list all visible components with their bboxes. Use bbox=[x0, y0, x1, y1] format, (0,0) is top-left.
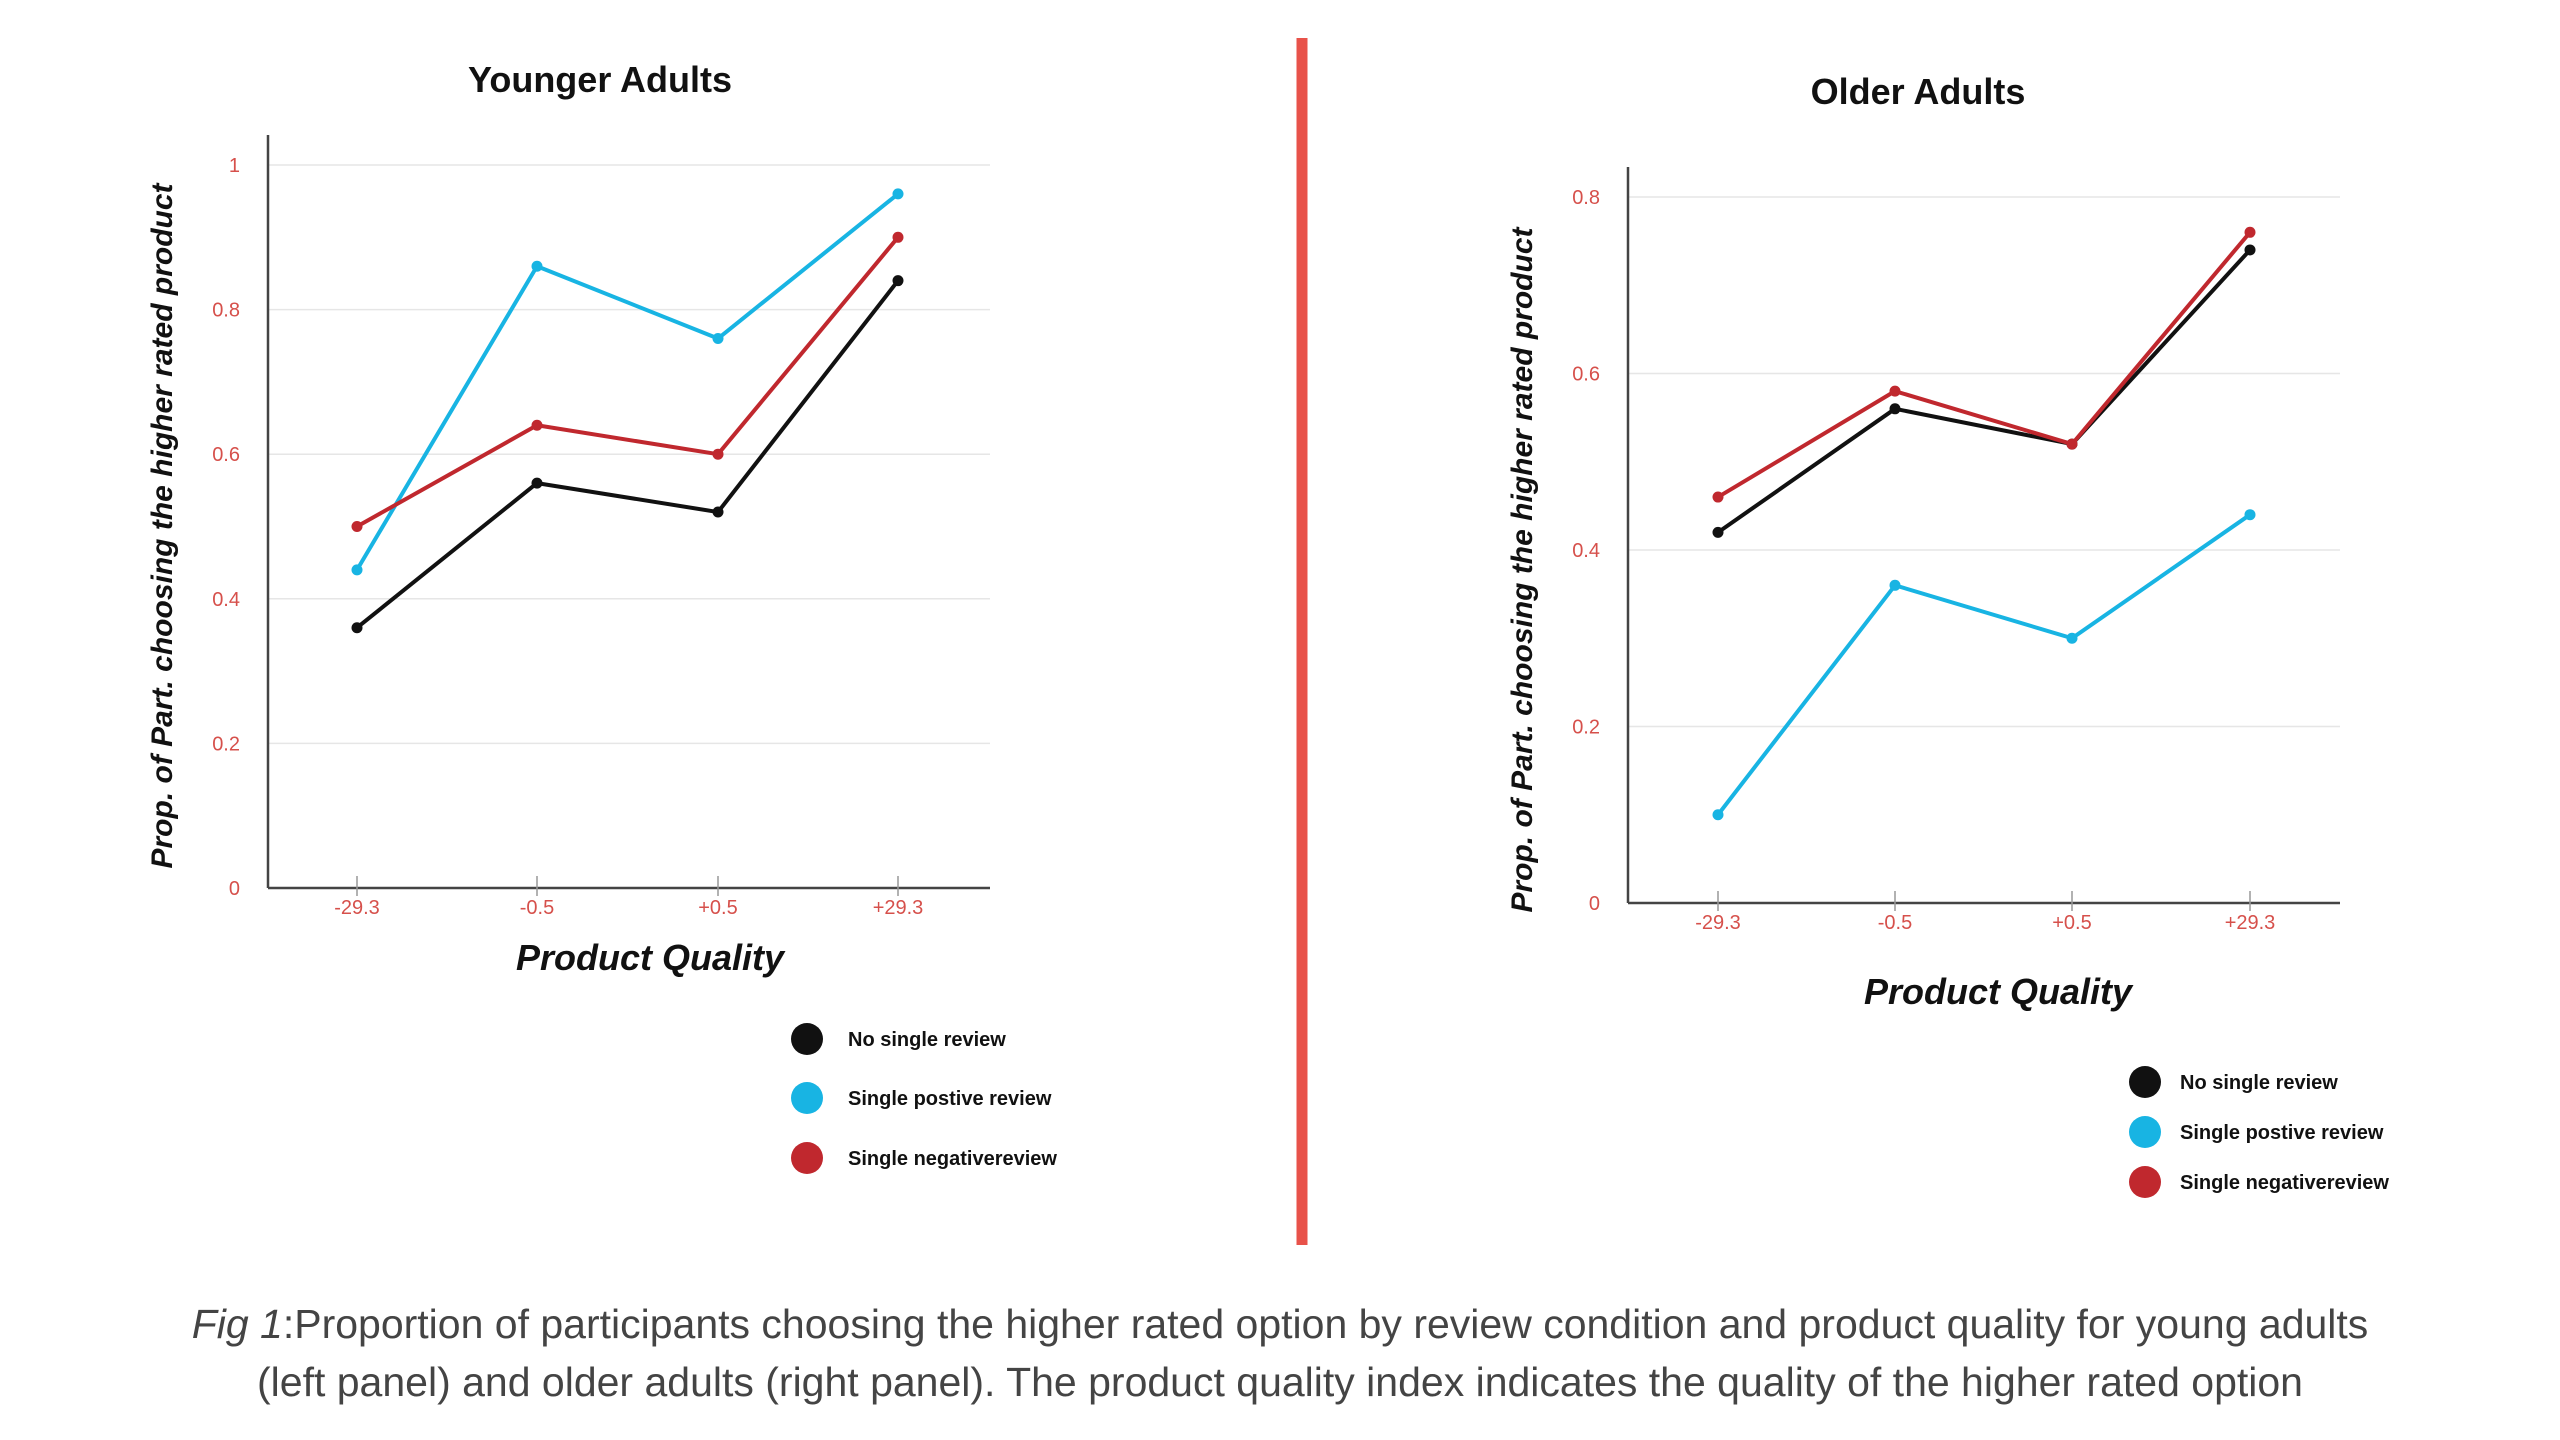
legend-marker bbox=[791, 1142, 823, 1174]
chart-legend: No single review Single postive review Sin… bbox=[791, 1023, 1057, 1174]
data-point bbox=[351, 521, 363, 532]
legend-label: No single review bbox=[848, 1029, 1006, 1051]
caption-label: Fig 1 bbox=[191, 1301, 283, 1347]
chart-title: Older Adults bbox=[1811, 71, 2026, 112]
series-line bbox=[355, 191, 900, 572]
series-line bbox=[355, 235, 900, 529]
x-axis-label: Product Quality bbox=[1864, 971, 2134, 1012]
data-point bbox=[1712, 491, 1724, 503]
x-tick-label: +29.3 bbox=[2225, 912, 2276, 934]
y-axis-label: Prop. of Part. choosing the higher rated… bbox=[1506, 225, 1539, 912]
data-point bbox=[1889, 579, 1901, 591]
chart-title: Younger Adults bbox=[468, 59, 732, 100]
chart-panel-2: Older Adults 0 0.2 0.4 0.6 0.8 -29.3 -0.5 +0.5 +2… bbox=[1506, 71, 2389, 1198]
data-point bbox=[2244, 244, 2256, 256]
y-tick-label: 1 bbox=[229, 155, 240, 177]
legend-label: No single review bbox=[2180, 1072, 2338, 1094]
caption-line-1: :Proportion of participants choosing the… bbox=[282, 1301, 2369, 1347]
chart-panel-1: Younger Adults 0 0.2 0.4 0.6 0.8 1 -29.3 -0.5 +0.… bbox=[146, 59, 1057, 1174]
y-axis-label: Prop. of Part. choosing the higher rated… bbox=[146, 181, 179, 868]
chart-legend: No single review Single postive review Sin… bbox=[2129, 1066, 2389, 1198]
series-line bbox=[1716, 247, 2252, 535]
data-point bbox=[1712, 809, 1724, 821]
y-tick-label: 0.2 bbox=[212, 733, 240, 755]
data-point bbox=[892, 188, 904, 200]
x-tick-label: -0.5 bbox=[1878, 912, 1912, 934]
x-tick-label: +0.5 bbox=[698, 897, 737, 919]
caption-line-2: (left panel) and older adults (right pan… bbox=[257, 1359, 2303, 1405]
y-tick-label: 0.4 bbox=[212, 589, 240, 611]
data-point bbox=[892, 231, 904, 243]
x-axis-label: Product Quality bbox=[516, 937, 786, 978]
x-tick-label: +29.3 bbox=[873, 897, 924, 919]
data-point bbox=[712, 448, 724, 460]
series-line bbox=[1716, 512, 2252, 817]
y-tick-label: 0.4 bbox=[1572, 540, 1600, 562]
y-tick-label: 0.6 bbox=[212, 444, 240, 466]
y-tick-label: 0.8 bbox=[212, 300, 240, 322]
legend-marker bbox=[2129, 1066, 2161, 1098]
data-point bbox=[351, 622, 363, 634]
data-point bbox=[531, 419, 543, 431]
data-point bbox=[2244, 226, 2256, 238]
legend-label: Single negativereview bbox=[2180, 1172, 2389, 1194]
data-point bbox=[2244, 509, 2256, 521]
legend-marker bbox=[2129, 1166, 2161, 1198]
series-line bbox=[1716, 230, 2252, 500]
y-tick-label: 0.6 bbox=[1572, 364, 1600, 386]
data-point bbox=[531, 260, 543, 272]
data-point bbox=[1712, 526, 1724, 538]
data-point bbox=[1889, 385, 1901, 397]
y-tick-label: 0 bbox=[1589, 893, 1600, 915]
data-point bbox=[892, 275, 904, 287]
x-tick-label: -29.3 bbox=[334, 897, 380, 919]
legend-marker bbox=[791, 1023, 823, 1055]
data-point bbox=[2066, 438, 2078, 450]
y-tick-label: 0.2 bbox=[1572, 717, 1600, 739]
data-point bbox=[2066, 632, 2078, 644]
legend-marker bbox=[2129, 1116, 2161, 1148]
y-tick-label: 0.8 bbox=[1572, 187, 1600, 209]
y-tick-label: 0 bbox=[229, 878, 240, 900]
data-point bbox=[712, 506, 724, 518]
legend-label: Single negativereview bbox=[848, 1148, 1057, 1170]
data-point bbox=[1889, 403, 1901, 415]
data-point bbox=[712, 333, 724, 345]
x-tick-label: -0.5 bbox=[520, 897, 554, 919]
legend-marker bbox=[791, 1082, 823, 1114]
figure-caption: Fig 1:Proportion of participants choosin… bbox=[100, 1295, 2460, 1411]
x-tick-label: +0.5 bbox=[2052, 912, 2091, 934]
legend-label: Single postive review bbox=[848, 1088, 1052, 1110]
data-point bbox=[531, 477, 543, 489]
legend-label: Single postive review bbox=[2180, 1122, 2384, 1144]
series-line bbox=[355, 278, 900, 630]
x-tick-label: -29.3 bbox=[1695, 912, 1741, 934]
data-point bbox=[351, 564, 363, 576]
chart-canvas: Younger Adults 0 0.2 0.4 0.6 0.8 1 -29.3 -0.5 +0.… bbox=[146, 38, 2389, 1245]
